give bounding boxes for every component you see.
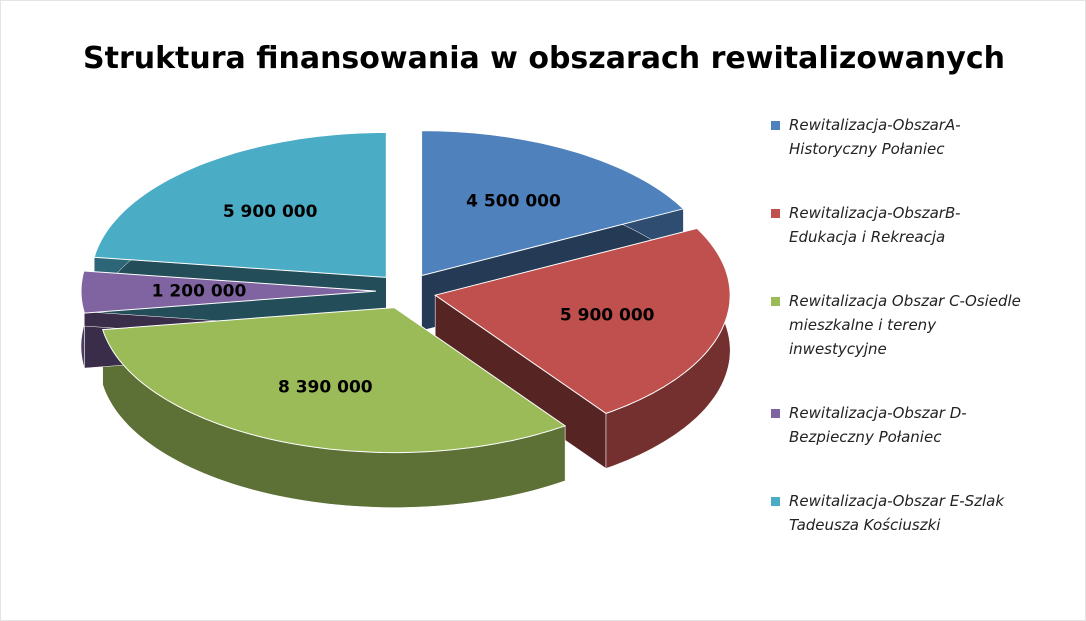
legend: Rewitalizacja-ObszarA-Historyczny Połani… xyxy=(771,113,1021,577)
data-label: 4 500 000 xyxy=(466,191,561,211)
legend-swatch xyxy=(771,209,780,218)
legend-item: Rewitalizacja Obszar C-Osiedle mieszkaln… xyxy=(771,289,1021,361)
legend-swatch xyxy=(771,297,780,306)
legend-label: Rewitalizacja Obszar C-Osiedle mieszkaln… xyxy=(789,292,1021,358)
chart-title: Struktura finansowania w obszarach rewit… xyxy=(83,41,1005,76)
legend-item: Rewitalizacja-Obszar D-Bezpieczny Połani… xyxy=(771,401,1021,449)
legend-swatch xyxy=(771,409,780,418)
legend-label: Rewitalizacja-Obszar D-Bezpieczny Połani… xyxy=(789,404,967,446)
legend-label: Rewitalizacja-ObszarA-Historyczny Połani… xyxy=(789,116,961,158)
legend-swatch xyxy=(771,497,780,506)
legend-item: Rewitalizacja-ObszarB-Edukacja i Rekreac… xyxy=(771,201,1021,249)
legend-item: Rewitalizacja-Obszar E-Szlak Tadeusza Ko… xyxy=(771,489,1021,537)
legend-label: Rewitalizacja-Obszar E-Szlak Tadeusza Ko… xyxy=(789,492,1005,534)
slice xyxy=(102,307,567,454)
slice xyxy=(80,270,377,314)
legend-label: Rewitalizacja-ObszarB-Edukacja i Rekreac… xyxy=(789,204,961,246)
data-label: 5 900 000 xyxy=(560,306,655,326)
slice xyxy=(93,131,387,278)
legend-swatch xyxy=(771,121,780,130)
data-label: 1 200 000 xyxy=(152,282,247,302)
pie-area: 4 500 000 5 900 000 8 390 000 1 200 000 5 90… xyxy=(80,130,731,508)
slice-tops: 4 500 000 5 900 000 8 390 000 1 200 000 5 90… xyxy=(80,130,731,454)
slice xyxy=(434,227,731,414)
slice xyxy=(421,130,685,277)
data-label: 5 900 000 xyxy=(223,202,318,222)
data-label: 8 390 000 xyxy=(278,378,373,398)
legend-item: Rewitalizacja-ObszarA-Historyczny Połani… xyxy=(771,113,1021,161)
